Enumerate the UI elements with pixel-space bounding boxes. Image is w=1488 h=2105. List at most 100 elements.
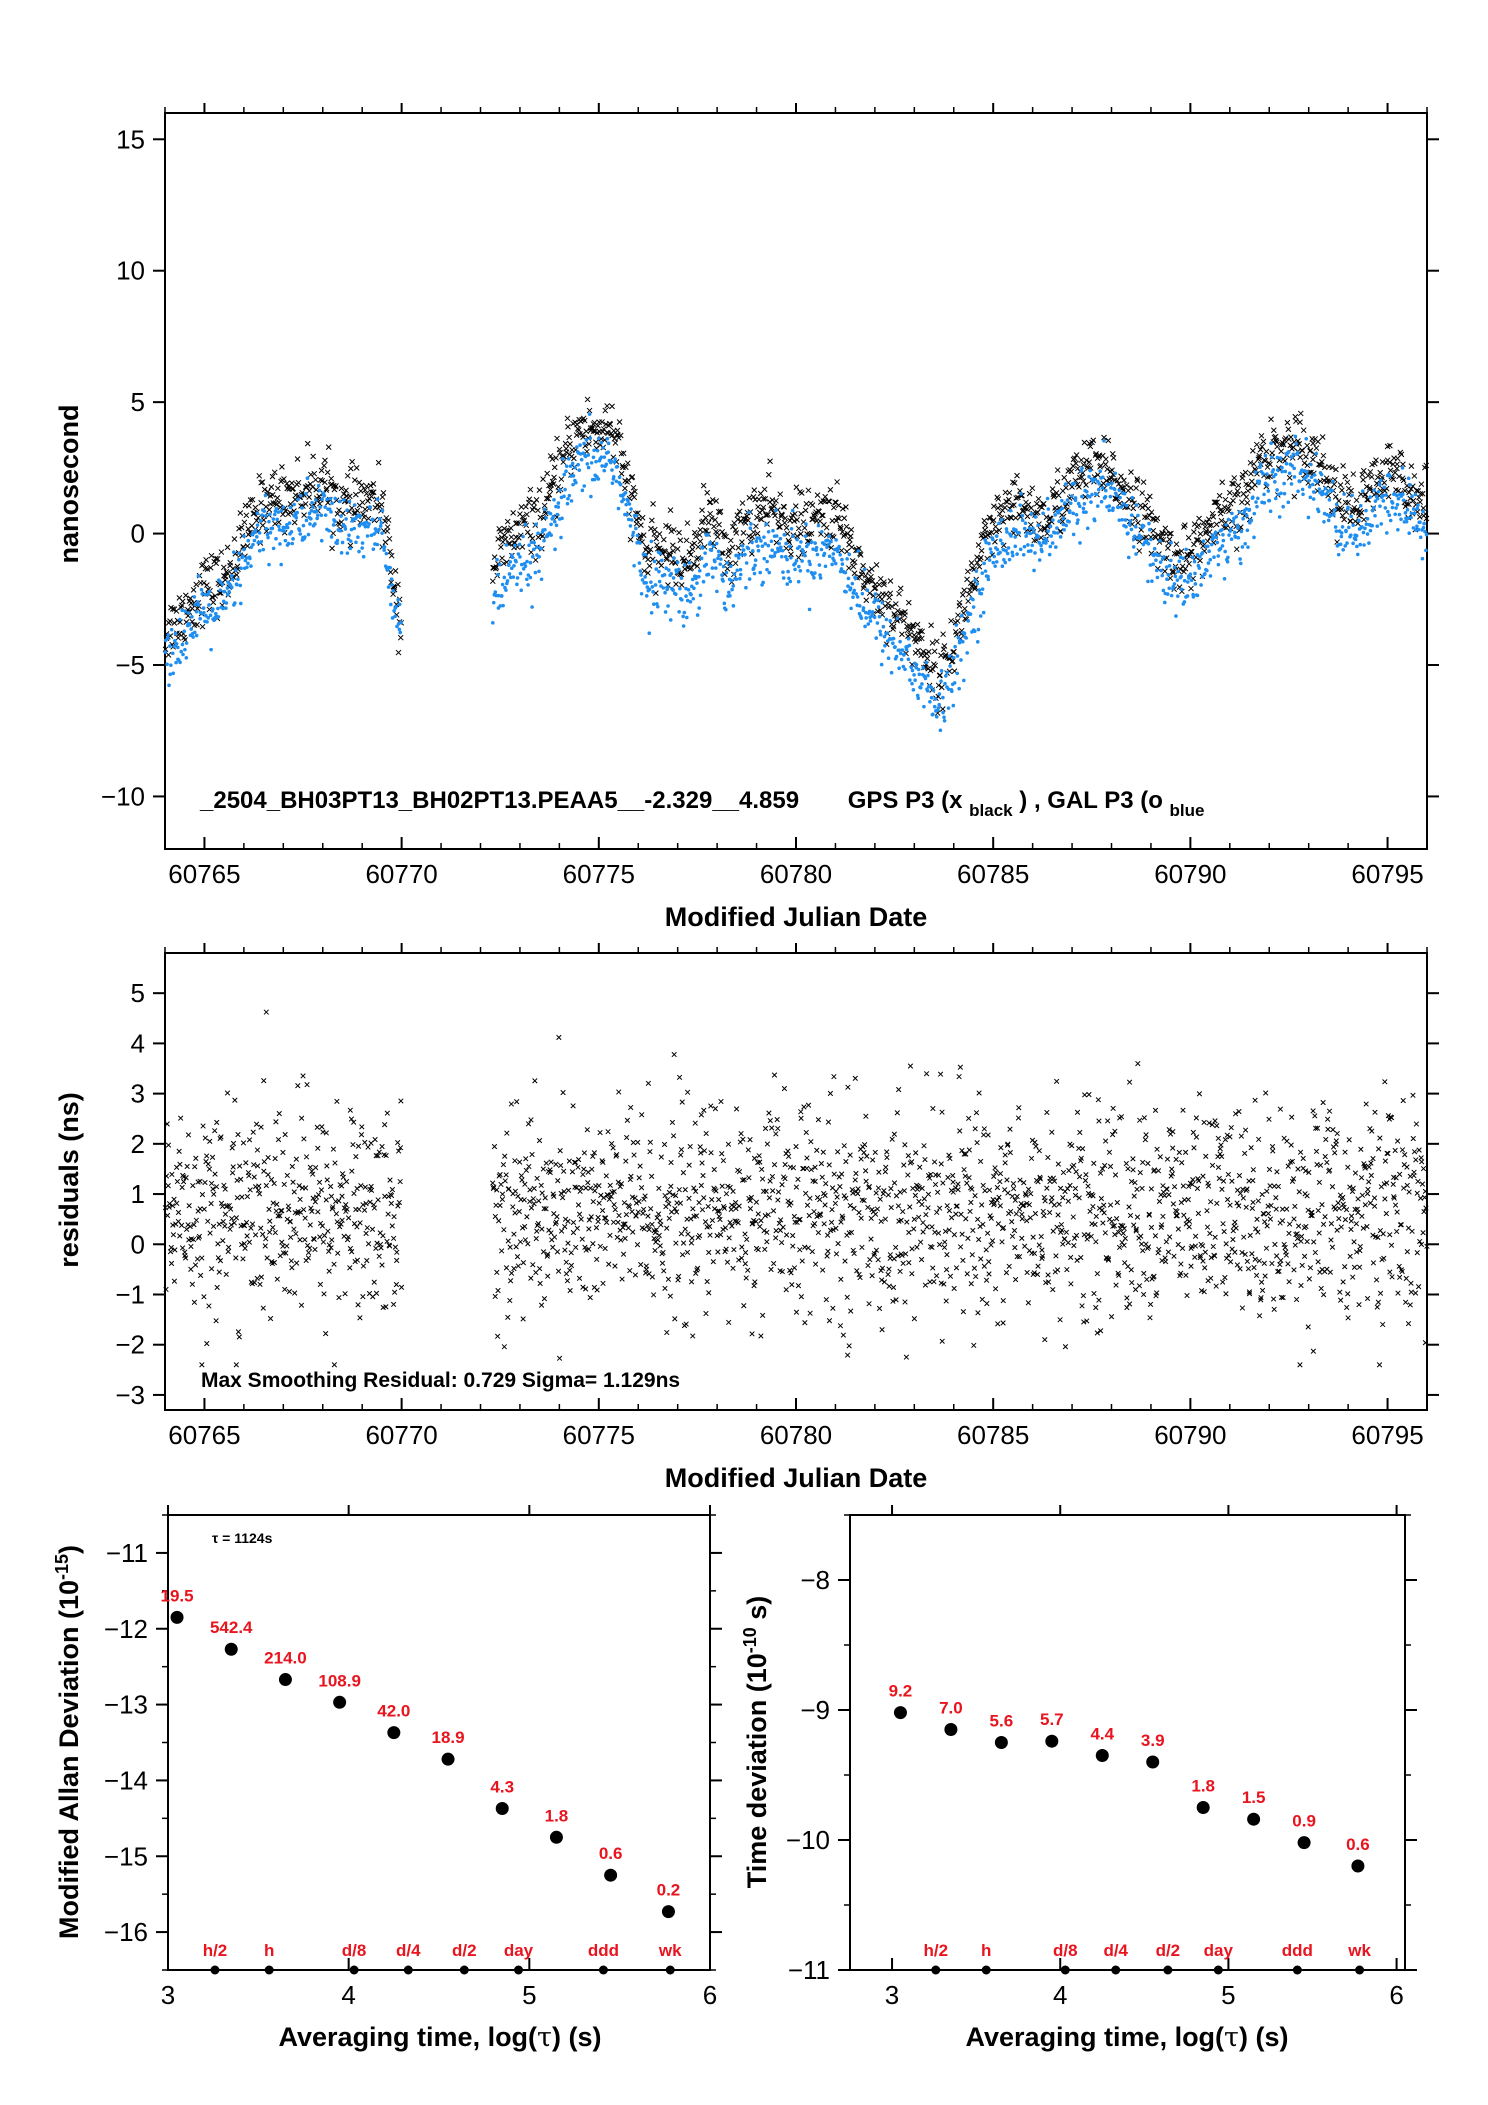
data-point-x — [747, 1137, 753, 1143]
data-point-o — [781, 576, 786, 580]
data-point-o — [925, 688, 930, 693]
data-point-o — [885, 631, 890, 635]
data-point-o — [931, 712, 935, 717]
data-point-o — [257, 548, 262, 553]
data-point-o — [1013, 535, 1018, 539]
data-point-o — [493, 590, 498, 594]
data-point-x — [584, 396, 591, 403]
data-point-x — [593, 439, 599, 446]
data-point-x — [984, 1230, 991, 1236]
data-point-o — [560, 516, 564, 521]
data-point-x — [788, 551, 794, 558]
data-point-o — [1396, 496, 1401, 501]
data-point-x — [355, 1302, 361, 1308]
data-point-x — [1121, 477, 1127, 484]
data-point-x — [881, 581, 887, 588]
data-point-x — [1274, 443, 1281, 450]
data-point-o — [706, 572, 711, 577]
data-point-o — [393, 614, 397, 619]
data-point-o — [879, 662, 884, 667]
data-point-x — [271, 469, 278, 476]
data-point-o — [934, 715, 939, 719]
data-point-x — [920, 648, 927, 655]
data-point-x — [1110, 455, 1117, 461]
data-point-o — [732, 572, 737, 576]
data-point-o — [724, 570, 729, 575]
data-point-x — [678, 571, 685, 578]
data-point-x — [561, 1168, 567, 1174]
data-point-x — [964, 568, 971, 575]
data-point-o — [729, 578, 734, 583]
data-point-o — [731, 584, 736, 588]
data-point-o — [1415, 506, 1420, 511]
data-point-x — [861, 1149, 867, 1156]
data-point-o — [668, 618, 673, 622]
data-point-x — [614, 1234, 620, 1241]
data-point-x — [745, 517, 751, 524]
data-point-o — [716, 549, 721, 554]
data-point-x — [264, 1255, 270, 1261]
data-point-x — [664, 1225, 670, 1231]
data-point-o — [275, 517, 279, 522]
data-point-x — [795, 525, 802, 532]
data-point-x — [1014, 472, 1020, 479]
data-point-x — [1258, 432, 1265, 439]
data-point-x — [360, 1293, 366, 1300]
data-point-x — [200, 580, 207, 586]
data-point-x — [636, 1198, 642, 1205]
data-point-x — [692, 1120, 698, 1126]
data-point-o — [1424, 548, 1428, 553]
data-point-o — [1039, 543, 1043, 548]
data-point-x — [771, 1162, 778, 1168]
data-point-o — [931, 688, 936, 693]
data-point-x — [1056, 1201, 1062, 1207]
data-point-x — [499, 1196, 506, 1203]
data-point-x — [358, 482, 365, 489]
data-point-o — [906, 637, 911, 641]
data-point-x — [967, 587, 973, 594]
data-point-o — [1246, 545, 1250, 549]
data-point-x — [249, 1221, 256, 1227]
data-point-x — [964, 1271, 970, 1277]
data-point-x — [1000, 1297, 1006, 1304]
data-point-o — [718, 562, 723, 566]
data-point-o — [1372, 505, 1376, 510]
data-point-o — [1006, 546, 1011, 550]
data-point-x — [528, 1117, 534, 1123]
data-point-x — [575, 1202, 582, 1208]
data-point-x — [1080, 1292, 1087, 1299]
data-point-o — [1007, 557, 1012, 562]
data-point-x — [189, 605, 196, 612]
data-point-x — [1025, 1186, 1032, 1192]
data-point-o — [330, 501, 334, 505]
data-point-x — [170, 1232, 177, 1238]
data-point-x — [974, 559, 981, 566]
data-point-x — [1097, 462, 1104, 469]
data-point-x — [289, 480, 295, 486]
data-point-x — [318, 467, 325, 474]
data-point-o — [956, 635, 961, 640]
data-point-x — [899, 631, 905, 638]
data-point-x — [806, 1212, 812, 1219]
data-point-x — [597, 1243, 603, 1250]
data-point-x — [902, 608, 908, 615]
data-point-x — [1069, 1143, 1075, 1149]
data-point-x — [687, 1143, 693, 1150]
data-point-o — [709, 548, 714, 553]
data-point-x — [527, 486, 534, 493]
data-point-x — [194, 1256, 201, 1262]
data-point-o — [647, 631, 652, 636]
data-point-x — [351, 477, 358, 484]
data-point-x — [165, 1183, 171, 1189]
data-point-x — [811, 1221, 818, 1227]
data-point-x — [324, 1177, 330, 1183]
data-point-o — [987, 541, 991, 546]
data-point-x — [1051, 493, 1057, 500]
data-point-x — [602, 407, 609, 414]
data-point-o — [1209, 542, 1214, 547]
data-point-o — [829, 539, 833, 544]
data-point-o — [680, 598, 684, 602]
data-point-x — [256, 1183, 262, 1189]
data-point-x — [1027, 521, 1034, 528]
data-point-x — [932, 662, 939, 669]
